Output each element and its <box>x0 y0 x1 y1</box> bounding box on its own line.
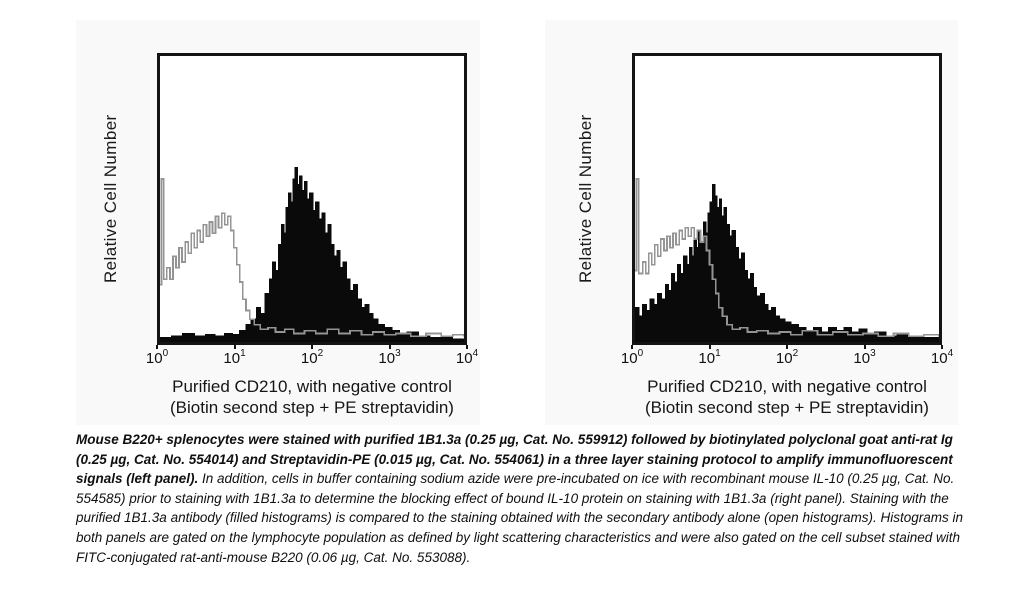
x-axis-ticks-left: 100 101 102 103 104 <box>146 345 478 375</box>
description-bold-text: Mouse B220+ splenocytes were stained wit… <box>76 432 953 487</box>
x-axis-tick <box>388 345 391 349</box>
x-axis-tick-label: 102 <box>775 348 799 367</box>
x-axis-tick <box>156 345 158 349</box>
caption-line-1: Purified CD210, with negative control <box>647 377 927 396</box>
histogram-svg-left <box>160 166 464 342</box>
x-axis-tick-label: 103 <box>378 348 401 367</box>
x-axis-tick-label: 101 <box>223 348 246 367</box>
plot-frame-right <box>632 53 942 345</box>
figure-description: Mouse B220+ splenocytes were stained wit… <box>76 430 971 567</box>
x-axis-tick <box>311 345 313 349</box>
x-axis-tick <box>631 345 633 349</box>
x-axis-tick-label: 104 <box>930 348 954 367</box>
x-axis-tick-label: 101 <box>698 348 721 367</box>
x-axis-tick <box>941 345 943 349</box>
caption-line-1: Purified CD210, with negative control <box>172 377 452 396</box>
x-axis-tick-label: 104 <box>455 348 479 367</box>
plot-frame-left <box>157 53 467 345</box>
figure-panel-left: Relative Cell Number 100 101 102 103 104 Pur… <box>76 20 480 425</box>
x-axis-tick <box>708 345 711 349</box>
caption-line-2: (Biotin second step + PE streptavidin) <box>170 398 454 417</box>
filled-histogram <box>635 184 939 342</box>
y-axis-label: Relative Cell Number <box>101 114 120 284</box>
plot-caption-right: Purified CD210, with negative control (B… <box>632 376 942 418</box>
x-axis-ticks-right: 100 101 102 103 104 <box>621 345 953 375</box>
x-axis-tick-label: 100 <box>145 348 169 367</box>
x-axis-tick <box>466 345 468 349</box>
caption-line-2: (Biotin second step + PE streptavidin) <box>645 398 929 417</box>
figure-panel-right: Relative Cell Number 100 101 102 103 104 Pur… <box>545 20 958 425</box>
x-axis-tick <box>863 345 866 349</box>
x-axis-tick-label: 100 <box>620 348 644 367</box>
y-axis-label: Relative Cell Number <box>576 114 595 284</box>
histogram-svg-right <box>635 178 939 342</box>
description-regular-text: In addition, cells in buffer containing … <box>76 471 963 565</box>
x-axis-tick-label: 102 <box>300 348 324 367</box>
filled-histogram <box>160 166 464 342</box>
plot-caption-left: Purified CD210, with negative control (B… <box>157 376 467 418</box>
x-axis-tick-label: 103 <box>853 348 876 367</box>
x-axis-tick <box>786 345 788 349</box>
open-histogram <box>160 178 464 338</box>
open-histogram <box>635 178 939 338</box>
x-axis-tick <box>233 345 236 349</box>
